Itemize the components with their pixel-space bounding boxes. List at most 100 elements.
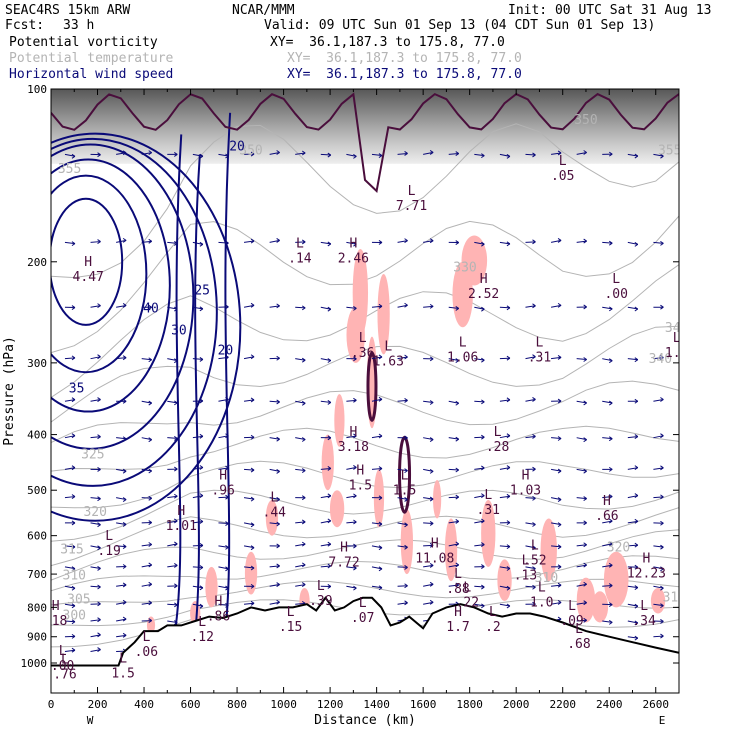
wind-vector-head (378, 495, 383, 501)
wind-vector-head (97, 303, 101, 309)
wind-vector (269, 305, 280, 308)
wind-vector (167, 241, 178, 244)
wind-vector-head (199, 542, 204, 548)
wind-vector (346, 399, 357, 402)
wind-vector-head (378, 240, 383, 245)
wind-vector (653, 545, 664, 548)
wind-vector (64, 603, 76, 607)
wind-vector-head (250, 434, 255, 440)
wind-vector (90, 436, 101, 439)
wind-vector (474, 241, 485, 245)
wind-vector-head (353, 519, 357, 525)
wind-vector (192, 566, 203, 569)
wind-vector (346, 153, 357, 157)
wind-vector-head (532, 566, 536, 572)
wind-vector (295, 437, 306, 441)
wind-vector-head (404, 354, 408, 360)
wind-vector (269, 239, 280, 243)
wind-vector (551, 545, 562, 548)
wind-speed-contour-label: 20 (229, 140, 245, 155)
wind-vector-head (583, 581, 587, 587)
extremum-type: L (484, 488, 492, 503)
wind-vector (602, 306, 613, 310)
wind-vector-head (429, 400, 434, 405)
wind-vector-head (276, 582, 280, 587)
wind-vector (320, 241, 331, 245)
pv-shading (244, 551, 258, 595)
wind-vector-head (301, 541, 306, 547)
wind-vector-head (250, 545, 255, 551)
wind-vector-head (481, 518, 485, 524)
wind-vector-head (276, 355, 280, 361)
wind-vector (576, 619, 587, 622)
wind-vector-head (199, 398, 204, 404)
plot-frame (50, 88, 680, 694)
wind-vector-head (250, 496, 255, 502)
wind-vector-head (557, 237, 562, 243)
wind-vector (499, 306, 510, 309)
wind-vector-head (301, 519, 306, 525)
wind-vector (64, 435, 76, 439)
theta-contour (51, 380, 679, 444)
wind-vector-head (378, 545, 383, 551)
wind-vector (244, 602, 255, 605)
wind-vector-head (634, 465, 639, 471)
wind-vector-head (660, 603, 664, 609)
y-tick-label: 400 (27, 429, 47, 442)
wind-vector (576, 468, 587, 472)
wind-vector-head (532, 434, 536, 439)
wind-vector-head (481, 434, 485, 440)
wind-vector-head (506, 433, 511, 439)
wind-vector (499, 566, 510, 570)
wind-vector-head (250, 238, 255, 244)
pv-shading (373, 469, 385, 528)
wind-vector-head (532, 545, 536, 551)
wind-vector-head (199, 519, 204, 524)
wind-vector (269, 565, 280, 568)
extremum-value: 2.52 (468, 287, 499, 302)
wind-vector (192, 603, 203, 607)
wind-vector (116, 634, 127, 638)
wind-vector-head (481, 584, 485, 590)
x-tick-label: 800 (227, 698, 247, 711)
extremum-type: L (568, 599, 576, 614)
pv-shading (433, 480, 442, 519)
wind-vector-head (225, 494, 229, 500)
wind-vector-head (225, 433, 229, 439)
wind-vector (525, 241, 536, 243)
wind-vector-head (532, 354, 536, 360)
extremum-value: .07 (351, 611, 374, 626)
pv-shading (205, 566, 218, 608)
wind-vector (474, 585, 485, 588)
wind-vector (116, 152, 127, 155)
wind-vector-head (583, 357, 587, 362)
wind-vector-head (71, 465, 76, 471)
x-tick-label: 1000 (270, 698, 297, 711)
extremum-type: H (215, 595, 223, 610)
wind-vector-head (122, 237, 127, 243)
wind-vector-head (327, 493, 332, 499)
wind-vector-head (455, 400, 460, 406)
wind-vector-head (532, 466, 536, 472)
extremum-type: H (219, 469, 227, 484)
wind-vector-head (174, 241, 178, 246)
wind-vector (141, 544, 152, 547)
theta-contour (51, 489, 679, 542)
wind-vector-head (557, 468, 562, 474)
wind-vector-head (97, 467, 101, 472)
wind-vector-head (634, 620, 639, 626)
wind-vector-head (506, 241, 511, 247)
wind-speed-contour (222, 112, 232, 651)
wind-vector-head (506, 566, 511, 571)
wind-vector (346, 566, 357, 569)
wind-vector (576, 583, 587, 587)
theta-contour-label: 355 (658, 143, 681, 158)
wind-vector (576, 564, 587, 568)
wind-vector-head (608, 541, 613, 547)
wind-vector (116, 545, 127, 548)
wind-vector-head (583, 520, 587, 526)
wind-vector-head (660, 304, 664, 310)
y-tick-label: 900 (27, 631, 47, 644)
wind-vector-head (327, 358, 332, 363)
wind-vector (90, 566, 101, 569)
